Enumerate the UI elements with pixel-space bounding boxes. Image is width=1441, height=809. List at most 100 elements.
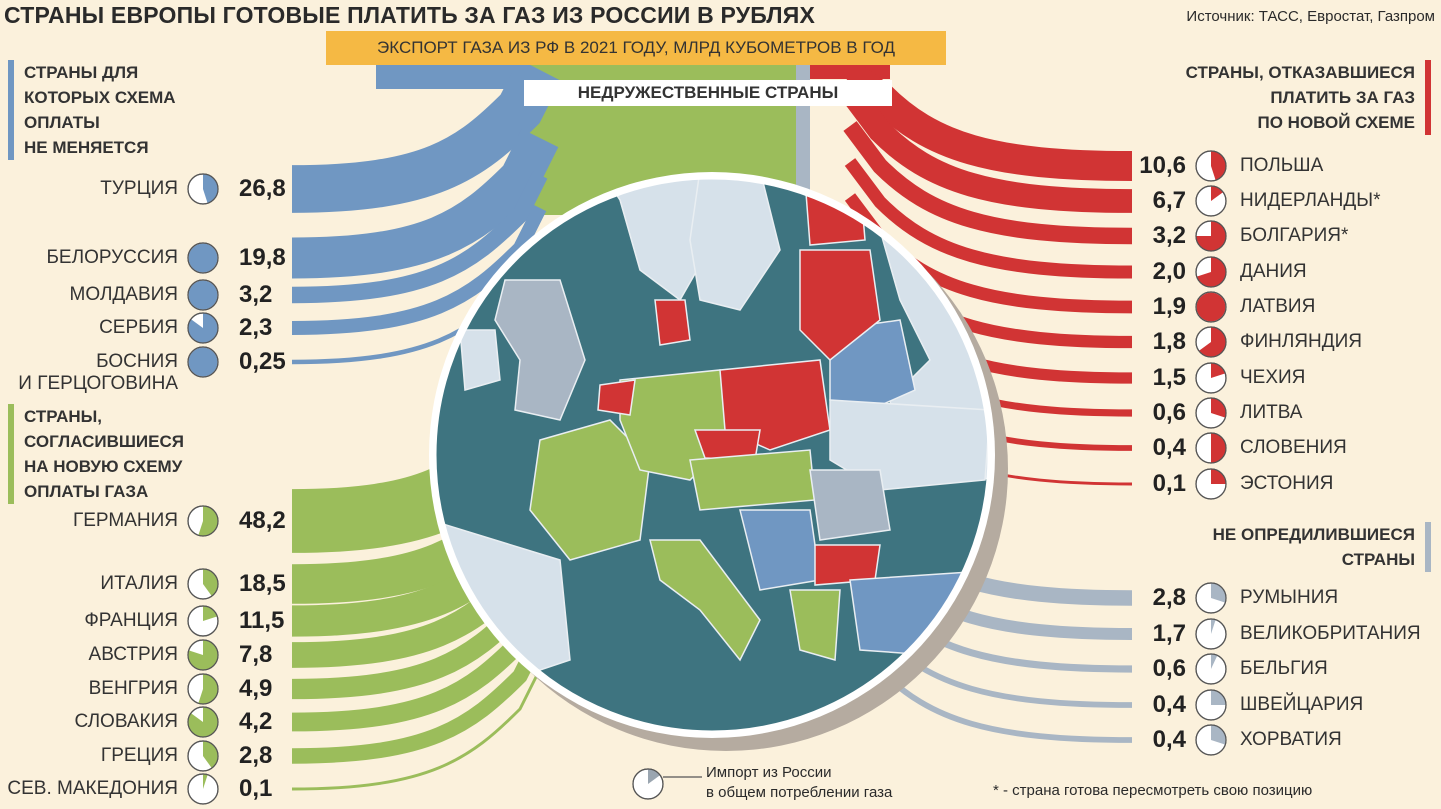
group-label-unchanged-line-4: НЕ МЕНЯЕТСЯ [24,138,149,157]
chart-subtitle: ЭКСПОРТ ГАЗА ИЗ РФ В 2021 ГОДУ, МЛРД КУБ… [326,31,946,65]
refused-литва-pie-fill [1211,398,1226,418]
refused-словения-pie-outline [1195,432,1227,464]
undecided-румыния-pie-fill [1211,583,1226,603]
agreed-словакия-pie-fill [188,707,219,738]
refused-нидерланды-pie-outline [1195,185,1227,217]
group-label-undecided-line-1: НЕ ОПРЕДИЛИВШИЕСЯ [1212,525,1415,544]
refused-flow-болгария [843,121,1133,245]
group-label-agreed: СТРАНЫ, СОГЛАСИВШИЕСЯ НА НОВУЮ СХЕМУ ОПЛАТЫ… [8,404,184,504]
group-label-undecided-line-2: СТРАНЫ [1341,550,1415,569]
ireland-land [459,329,501,391]
group-label-agreed-line-1: СТРАНЫ, [24,407,103,426]
uk-land [494,279,586,421]
agreed-австрия-pie-outline [187,639,219,671]
refused-словения-pie [1195,432,1227,464]
agreed-италия-pie-fill [203,569,218,597]
unchanged-босния-и-герцоговина-pie [187,346,219,378]
agreed-италия-pie-outline [187,568,219,600]
undecided-великобритания-pie-fill [1211,619,1216,634]
agreed-сев-македония-pie [187,773,219,805]
agreed-греция-pie [187,740,219,772]
unchanged-босния-и-герцоговина-name-line-2: И ГЕРЦОГОВИНА [18,373,178,394]
agreed-франция-pie-fill [203,606,218,621]
refused-словения-value-label: 0,4 [1152,434,1186,461]
agreed-австрия-pie [187,639,219,671]
refused-латвия-name: ЛАТВИЯ [1240,296,1316,317]
legend-pie [632,768,664,800]
undecided-бельгия-pie-outline [1195,653,1227,685]
refused-литва-name: ЛИТВА [1240,402,1303,423]
unchanged-сербия-pie-fill [187,313,218,344]
legend-line-2: в общем потреблении газа [706,784,893,801]
agreed-сев-македония-pie-fill [203,774,208,789]
group-label-refused-line-3: ПО НОВОЙ СХЕМЕ [1257,113,1416,132]
legend-pie-outline [632,768,664,800]
group-label-refused-line-1: СТРАНЫ, ОТКАЗАВШИЕСЯ [1185,63,1415,82]
italy-land [649,539,761,662]
group-label-refused-line-2: ПЛАТИТЬ ЗА ГАЗ [1270,88,1415,107]
undecided-хорватия-pie [1195,724,1227,756]
agreed-венгрия-name: ВЕНГРИЯ [88,678,178,699]
agreed-греция-value-label: 2,8 [239,742,273,769]
unchanged-молдавия-value-label: 3,2 [239,281,273,308]
undecided-великобритания-name: ВЕЛИКОБРИТАНИЯ [1240,623,1421,644]
france-land [529,419,651,561]
sweden-land [689,177,781,311]
refused-болгария-value-label: 3,2 [1152,222,1186,249]
refused-болгария-pie-fill [1196,221,1226,251]
agreed-словакия-name: СЛОВАКИЯ [74,711,179,732]
agreed-италия-pie [187,568,219,600]
unchanged-белоруссия-pie [187,242,219,274]
refused-flow-польша [841,62,1133,181]
footnote: * - страна готова пересмотреть свою пози… [993,782,1313,799]
refused-эстония-pie [1195,468,1227,500]
romania-land [809,469,891,541]
refused-flow-дания [844,158,1133,279]
group-label-unchanged-line-2: КОТОРЫХ СХЕМА [24,88,176,107]
undecided-хорватия-pie-outline [1195,724,1227,756]
refused-эстония-value-label: 0,1 [1152,470,1186,497]
group-label-agreed-line-4: ОПЛАТЫ ГАЗА [24,482,149,501]
unchanged-босния-и-герцоговина-value-label: 0,25 [239,348,286,375]
agreed-греция-pie-outline [187,740,219,772]
refused-дания-name: ДАНИЯ [1240,261,1307,282]
undecided-бельгия-name: БЕЛЬГИЯ [1240,658,1328,679]
globe-map [434,177,990,733]
refused-латвия-pie-outline [1195,291,1227,323]
undecided-бельгия-pie [1195,653,1227,685]
chart-title: СТРАНЫ ЕВРОПЫ ГОТОВЫЕ ПЛАТИТЬ ЗА ГАЗ ИЗ … [4,2,816,28]
unchanged-турция-name: ТУРЦИЯ [100,178,178,199]
unchanged-сербия-pie [187,312,219,344]
undecided-румыния-value-label: 2,8 [1152,584,1186,611]
refused-польша-pie-fill [1211,151,1226,181]
agreed-словакия-pie [187,706,219,738]
unchanged-белоруссия-pie-fill [188,243,218,273]
refused-польша-pie [1195,150,1227,182]
refused-финляндия-pie [1195,326,1227,358]
globe-border [431,174,993,736]
agreed-венгрия-pie [187,673,219,705]
refused-латвия-value-label: 1,9 [1152,293,1186,320]
agreed-flow-словакия [291,597,549,732]
agreed-италия-name: ИТАЛИЯ [100,573,178,594]
agreed-венгрия-value-label: 4,9 [239,675,273,702]
undecided-румыния-name: РУМЫНИЯ [1240,587,1339,608]
denmark-land [654,299,691,346]
refused-финляндия-name: ФИНЛЯНДИЯ [1240,331,1362,352]
agreed-венгрия-pie-fill [198,674,218,704]
undecided-хорватия-pie-fill [1211,725,1226,745]
undecided-великобритания-value-label: 1,7 [1152,620,1186,647]
refused-чехия-value-label: 1,5 [1152,364,1186,391]
legend-line-1: Импорт из России [706,764,832,781]
greece-land [789,589,841,661]
undecided-швейцария-name: ШВЕЙЦАРИЯ [1240,694,1364,715]
undecided-бельгия-pie-fill [1211,654,1218,669]
unchanged-босния-и-герцоговина-pie-outline [187,346,219,378]
agreed-италия-value-label: 18,5 [239,570,286,597]
refused-польша-value-label: 10,6 [1139,152,1186,179]
agreed-австрия-name: АВСТРИЯ [88,644,178,665]
refused-flow-нидерланды [840,83,1133,213]
unchanged-сербия-value-label: 2,3 [239,314,273,341]
agreed-венгрия-pie-outline [187,673,219,705]
refused-нидерланды-name: НИДЕРЛАНДЫ* [1240,190,1381,211]
